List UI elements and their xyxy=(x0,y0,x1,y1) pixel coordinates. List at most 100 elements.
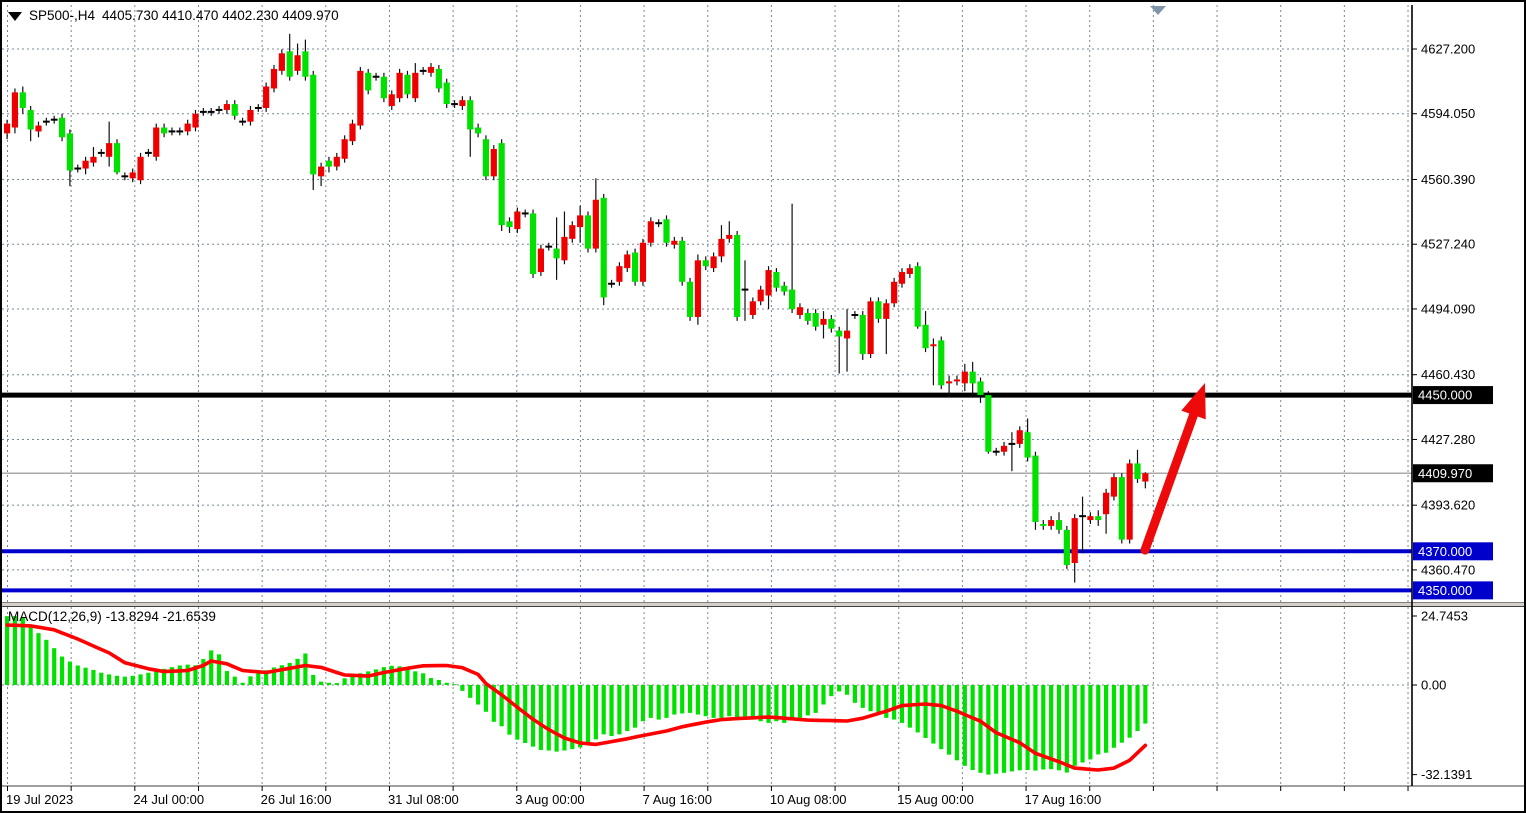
macd-bar xyxy=(758,685,763,722)
time-tick-label: 3 Aug 00:00 xyxy=(515,792,584,807)
macd-bar xyxy=(633,685,638,728)
candle-body xyxy=(19,92,26,108)
macd-bar xyxy=(264,670,269,685)
candle-body xyxy=(263,86,270,108)
candle xyxy=(749,297,756,319)
macd-bar xyxy=(538,685,543,750)
candle-body xyxy=(569,225,576,239)
candle-body xyxy=(1032,455,1039,523)
candle xyxy=(215,106,223,114)
macd-bar xyxy=(578,685,583,748)
candle xyxy=(396,68,403,103)
macd-bar xyxy=(813,685,818,713)
time-tick-label: 17 Aug 16:00 xyxy=(1025,792,1102,807)
macd-bar xyxy=(295,658,300,685)
macd-bar xyxy=(216,654,222,685)
macd-bar xyxy=(91,669,96,685)
price-tag-label: 4409.970 xyxy=(1418,466,1472,481)
candle xyxy=(19,86,26,114)
candle-body xyxy=(1095,516,1102,521)
candle xyxy=(545,242,553,251)
candle xyxy=(451,100,458,108)
macd-bar xyxy=(83,667,88,685)
candle xyxy=(796,303,804,319)
candle xyxy=(639,238,647,286)
candle-body xyxy=(247,109,254,122)
macd-bar xyxy=(593,685,598,740)
macd-bar xyxy=(1025,685,1030,771)
candle-body xyxy=(365,72,372,91)
macd-tick-label: -32.1391 xyxy=(1421,767,1472,782)
price-tag-bg xyxy=(1413,542,1493,561)
candle xyxy=(11,88,19,134)
candle xyxy=(1110,473,1118,501)
macd-bar xyxy=(695,685,700,715)
candle-body xyxy=(529,213,537,274)
candle xyxy=(718,225,725,263)
candle-body xyxy=(231,104,238,116)
candle-body xyxy=(302,51,309,77)
macd-bar xyxy=(256,673,261,685)
price-tag-bg xyxy=(1413,581,1493,600)
candle xyxy=(946,375,953,398)
macd-bar xyxy=(326,682,332,685)
candle xyxy=(577,205,584,243)
candle xyxy=(898,268,906,288)
macd-bar xyxy=(224,671,229,685)
macd-bar xyxy=(782,685,787,723)
candle xyxy=(592,178,599,253)
candle-body xyxy=(632,252,639,282)
candle-body xyxy=(891,281,898,304)
price-axis[interactable]: 4627.200 4594.050 4560.390 4527.240 4494.090… xyxy=(1411,5,1493,786)
candle-body xyxy=(90,156,97,163)
macd-bar xyxy=(99,672,104,685)
macd-bar xyxy=(138,674,143,685)
time-axis[interactable]: 19 Jul 2023 24 Jul 00:00 26 Jul 16:00 31 Ju… xyxy=(6,786,1409,807)
trend-arrow[interactable] xyxy=(1140,383,1206,555)
macd-bar xyxy=(790,685,795,720)
candle xyxy=(482,135,490,181)
candle-body xyxy=(11,92,19,128)
candle xyxy=(812,309,819,331)
candle-body xyxy=(804,313,811,321)
candle-body xyxy=(490,148,497,177)
trend-arrow-shaft[interactable] xyxy=(1140,404,1201,555)
candle xyxy=(1055,512,1063,534)
macd-bar xyxy=(1056,685,1062,771)
time-tick-label: 15 Aug 00:00 xyxy=(897,792,974,807)
price-tick-label: 4527.240 xyxy=(1421,237,1475,252)
candle xyxy=(686,277,694,321)
candle-body xyxy=(749,301,756,315)
candle xyxy=(357,66,364,130)
macd-bar xyxy=(476,685,481,705)
macd-bar xyxy=(939,685,944,750)
candle-body xyxy=(161,127,168,134)
candle xyxy=(647,217,654,247)
panel-divider[interactable] xyxy=(2,602,1524,607)
candle-body xyxy=(1040,523,1047,526)
candle xyxy=(702,256,709,271)
candle xyxy=(1071,514,1078,583)
candle xyxy=(506,217,513,233)
candle xyxy=(74,164,82,173)
candle-body xyxy=(969,371,976,384)
trend-arrow-head[interactable] xyxy=(1181,383,1206,420)
candle xyxy=(569,221,576,243)
candle-body xyxy=(600,197,607,298)
candle xyxy=(1048,516,1055,530)
candle-body xyxy=(922,324,929,349)
candle-body xyxy=(1000,445,1008,452)
candle-body xyxy=(294,55,301,71)
macd-bar xyxy=(130,675,135,685)
candle xyxy=(490,145,497,181)
candle xyxy=(263,82,270,112)
macd-bar xyxy=(491,685,496,722)
candle xyxy=(804,309,811,325)
candle-body xyxy=(286,51,293,77)
candle xyxy=(239,117,246,126)
candle xyxy=(129,168,136,183)
macd-bar xyxy=(36,633,41,685)
